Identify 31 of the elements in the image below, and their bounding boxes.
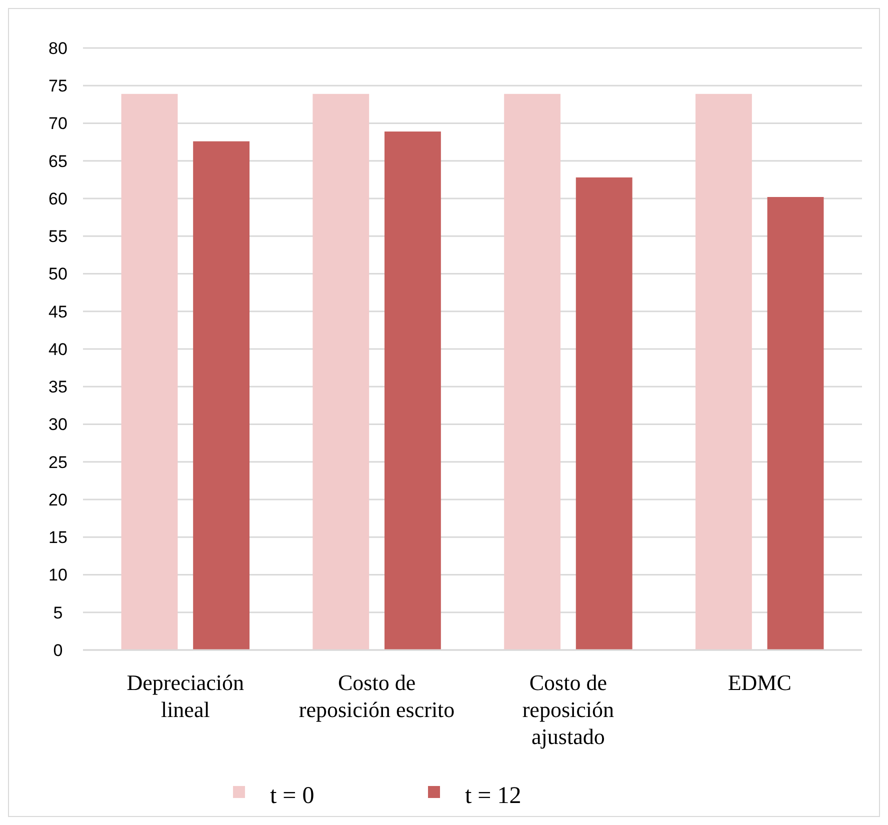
y-tick-label: 20	[48, 490, 68, 510]
y-tick-label: 70	[48, 114, 68, 134]
y-tick-label: 10	[48, 566, 68, 585]
bar	[121, 94, 178, 650]
y-tick-label: 30	[48, 415, 68, 434]
bar	[767, 196, 824, 650]
legend-label: t = 12	[465, 783, 522, 809]
bar	[576, 177, 632, 650]
y-tick-label: 80	[48, 38, 68, 58]
y-tick-label: 35	[48, 378, 68, 397]
x-tick-label: Depreciación lineal	[126, 670, 244, 722]
y-tick-label: 15	[48, 528, 68, 548]
x-tick-label: Costo de reposición escrito	[298, 670, 455, 722]
x-tick-label: Costo de reposición ajustado	[522, 670, 614, 749]
y-tick-label: 45	[48, 302, 68, 322]
bar	[312, 94, 370, 650]
y-tick-label: 75	[48, 76, 68, 96]
y-tick-label: 60	[48, 189, 68, 208]
x-tick-label: EDMC	[728, 670, 792, 695]
y-tick-label: 50	[48, 264, 68, 284]
y-tick-label: 55	[48, 227, 68, 246]
y-tick-label: 40	[48, 340, 68, 359]
y-tick-label: 5	[53, 603, 63, 622]
bar	[695, 94, 752, 650]
y-tick-label: 65	[48, 152, 68, 171]
legend-label: t = 0	[270, 783, 314, 809]
bar	[504, 94, 561, 650]
bar	[193, 141, 250, 650]
bar	[384, 132, 441, 650]
y-tick-label: 0	[53, 640, 63, 660]
y-tick-label: 25	[48, 452, 68, 472]
